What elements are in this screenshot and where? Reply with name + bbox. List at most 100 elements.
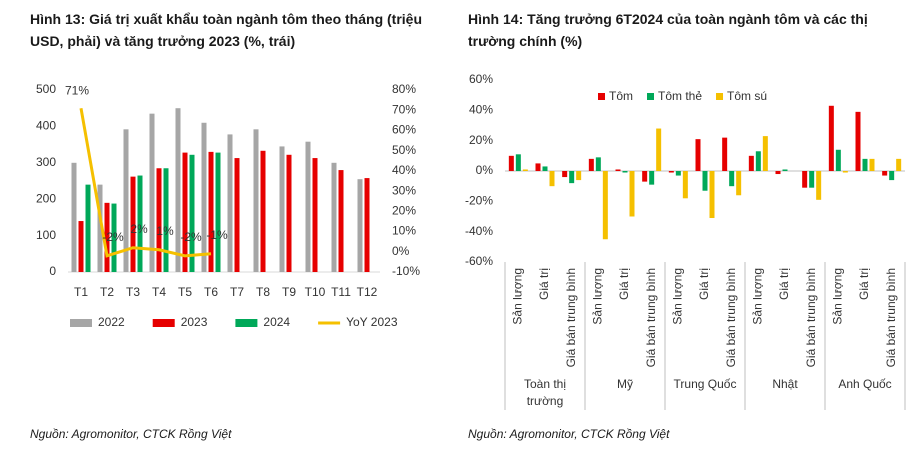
x-tick-label: T5 bbox=[178, 285, 192, 299]
x-tick-label: Giá trị bbox=[857, 268, 871, 300]
bar bbox=[208, 151, 214, 272]
bar bbox=[722, 137, 728, 171]
group-label: Toàn thị trường bbox=[523, 377, 567, 408]
bar bbox=[182, 152, 188, 272]
bar bbox=[709, 171, 715, 219]
bar bbox=[104, 202, 110, 272]
y-tick-label: -40% bbox=[465, 224, 493, 238]
source: Nguồn: Agromonitor, CTCK Rồng Việt bbox=[30, 427, 232, 441]
legend-swatch bbox=[598, 93, 605, 100]
bar bbox=[588, 158, 594, 171]
x-tick-label: Giá bán trung bình bbox=[724, 268, 738, 367]
bar bbox=[656, 128, 662, 171]
bar bbox=[357, 179, 363, 272]
bar bbox=[869, 158, 875, 171]
bar bbox=[748, 155, 754, 171]
bar bbox=[130, 176, 136, 272]
data-label: -1% bbox=[206, 228, 228, 242]
bar bbox=[642, 171, 648, 182]
bar bbox=[137, 175, 143, 272]
bar bbox=[312, 158, 318, 272]
legend-swatch bbox=[70, 319, 92, 327]
bar bbox=[775, 171, 781, 175]
bar bbox=[522, 169, 528, 171]
bar bbox=[782, 169, 788, 171]
x-tick-label: Giá bán trung bình bbox=[884, 268, 898, 367]
y-tick-label: 60% bbox=[469, 72, 493, 86]
bar bbox=[762, 136, 768, 171]
x-tick-label: T4 bbox=[152, 285, 166, 299]
bar bbox=[163, 168, 169, 272]
x-tick-label: T10 bbox=[305, 285, 326, 299]
y2-tick-label: 80% bbox=[392, 82, 416, 96]
bar bbox=[755, 151, 761, 171]
legend-label: 2024 bbox=[263, 315, 290, 329]
bar bbox=[889, 171, 895, 181]
data-label: 2% bbox=[130, 222, 148, 236]
y-tick-label: 500 bbox=[36, 82, 56, 96]
bar bbox=[702, 171, 708, 191]
group-label: Trung Quốc bbox=[673, 377, 737, 391]
group-label-box: Toàn thị trường bbox=[523, 377, 567, 408]
y2-tick-label: 70% bbox=[392, 102, 416, 116]
bar bbox=[629, 171, 635, 217]
x-tick-label: Sản lượng bbox=[511, 268, 525, 325]
group-label-box: Anh Quốc bbox=[838, 377, 891, 391]
bar bbox=[189, 154, 195, 272]
y-tick-label: 0% bbox=[476, 163, 494, 177]
bar bbox=[569, 171, 575, 184]
y-tick-label: 20% bbox=[469, 133, 493, 147]
bar bbox=[123, 129, 129, 272]
bar bbox=[279, 146, 285, 272]
data-label: -2% bbox=[180, 230, 202, 244]
bar bbox=[595, 157, 601, 171]
bar bbox=[622, 171, 628, 173]
bar bbox=[535, 163, 541, 171]
x-tick-label: Sản lượng bbox=[751, 268, 765, 325]
bar bbox=[576, 171, 582, 181]
group-label-box: Trung Quốc bbox=[673, 377, 737, 391]
legend-swatch bbox=[152, 319, 175, 327]
bar bbox=[97, 184, 103, 272]
bar bbox=[305, 141, 311, 272]
bar bbox=[835, 149, 841, 171]
x-tick-label: T11 bbox=[331, 285, 351, 299]
y-tick-label: -60% bbox=[465, 254, 493, 268]
x-tick-label: T2 bbox=[100, 285, 114, 299]
bar bbox=[253, 129, 259, 272]
bar bbox=[515, 154, 521, 171]
data-label: -2% bbox=[102, 230, 124, 244]
bar bbox=[862, 158, 868, 171]
y2-tick-label: -10% bbox=[392, 264, 420, 278]
bar bbox=[78, 221, 84, 272]
bar bbox=[602, 171, 608, 240]
bar bbox=[201, 122, 207, 272]
legend-label: YoY 2023 bbox=[346, 315, 398, 329]
y-tick-label: 400 bbox=[36, 119, 56, 133]
bar bbox=[649, 171, 655, 185]
bar bbox=[816, 171, 822, 200]
bar bbox=[549, 171, 555, 187]
bar bbox=[111, 203, 117, 272]
bar bbox=[149, 113, 155, 272]
data-label: 71% bbox=[65, 83, 89, 97]
group-label-box: Nhật bbox=[772, 377, 797, 391]
bar bbox=[802, 171, 808, 188]
x-tick-label: T8 bbox=[256, 285, 270, 299]
bar bbox=[736, 171, 742, 196]
y2-tick-label: 30% bbox=[392, 183, 416, 197]
x-tick-label: T6 bbox=[204, 285, 218, 299]
bar bbox=[542, 166, 548, 171]
x-tick-label: Giá trị bbox=[617, 268, 631, 300]
bar bbox=[260, 150, 266, 272]
legend-label: 2023 bbox=[181, 315, 208, 329]
legend-swatch bbox=[647, 93, 654, 100]
source: Nguồn: Agromonitor, CTCK Rồng Việt bbox=[468, 427, 670, 441]
bar bbox=[682, 171, 688, 199]
bar bbox=[71, 162, 77, 272]
x-tick-label: Giá trị bbox=[777, 268, 791, 300]
x-tick-label: Giá bán trung bình bbox=[804, 268, 818, 367]
bar bbox=[364, 178, 370, 272]
bar bbox=[809, 171, 815, 188]
